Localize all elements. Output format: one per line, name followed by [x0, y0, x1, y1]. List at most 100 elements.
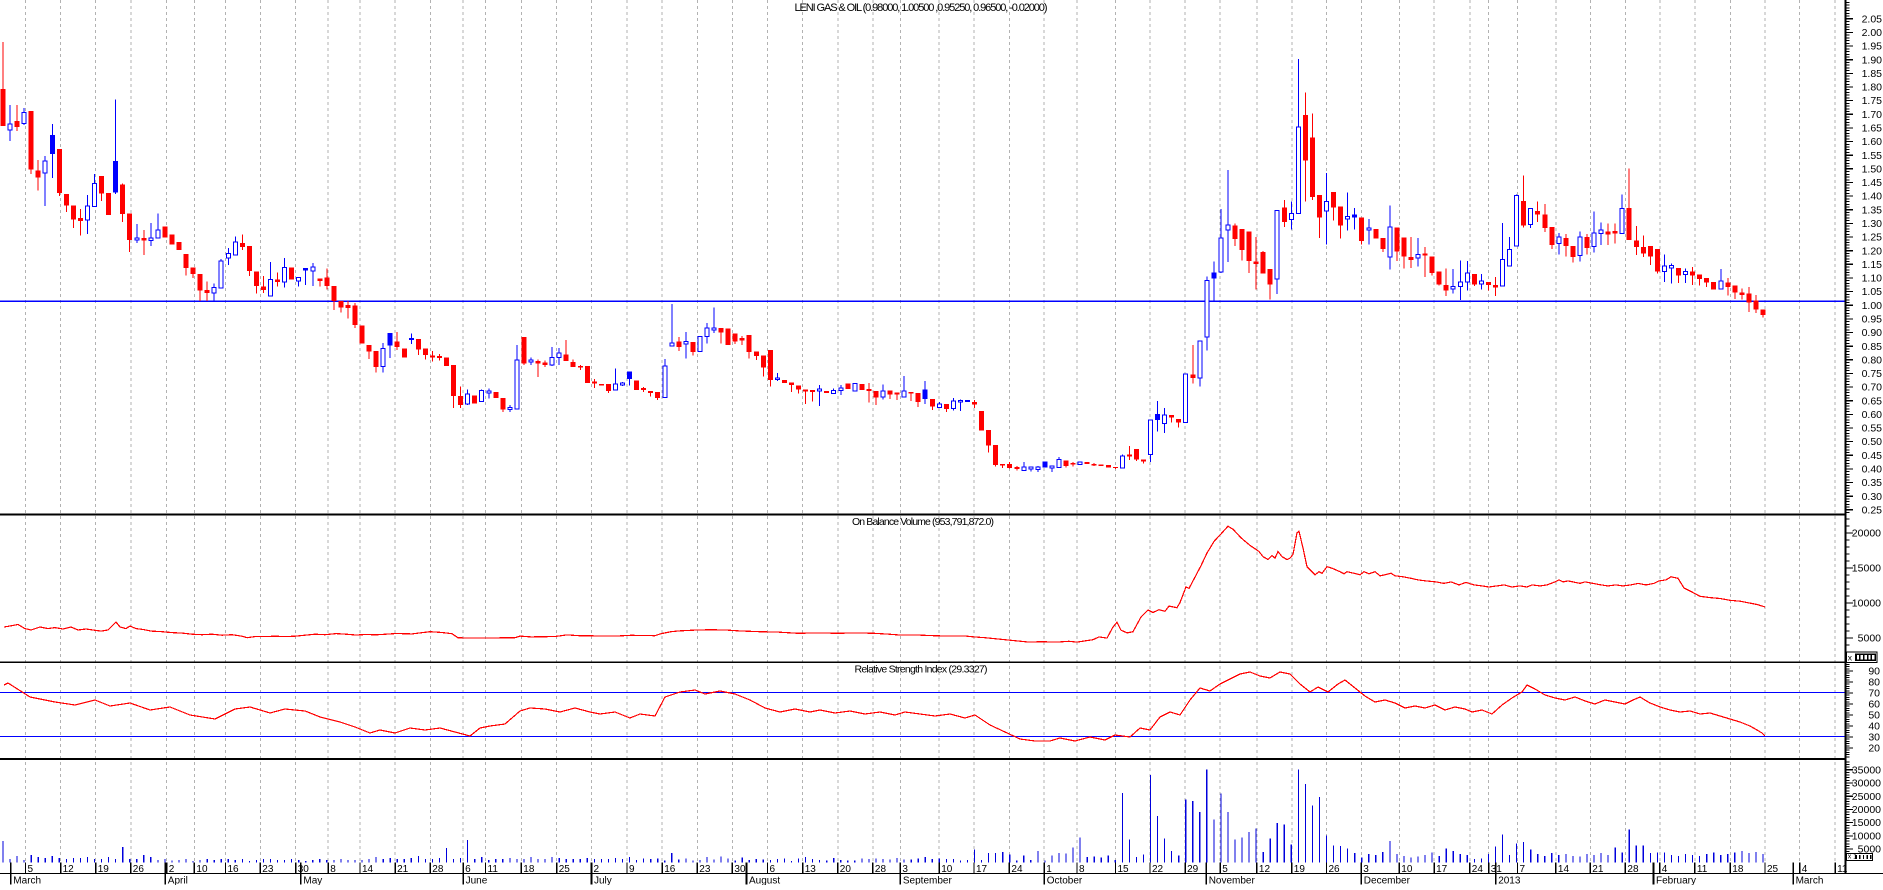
svg-text:0.85: 0.85 — [1862, 341, 1883, 353]
svg-text:November: November — [1209, 876, 1256, 886]
svg-text:July: July — [594, 876, 612, 886]
svg-text:2013: 2013 — [1498, 876, 1521, 886]
svg-text:16: 16 — [664, 864, 676, 875]
svg-text:11: 11 — [488, 864, 499, 875]
svg-text:0.30: 0.30 — [1862, 491, 1883, 503]
svg-text:5: 5 — [28, 864, 34, 875]
svg-text:October: October — [1047, 876, 1083, 886]
svg-text:LENI GAS & OIL (0.98000, 1.005: LENI GAS & OIL (0.98000, 1.00500 ,0.9525… — [795, 2, 1048, 14]
svg-text:17: 17 — [1436, 864, 1448, 875]
svg-text:60: 60 — [1868, 699, 1880, 711]
svg-text:1.80: 1.80 — [1862, 82, 1883, 94]
svg-text:24: 24 — [1472, 864, 1484, 875]
svg-text:2.05: 2.05 — [1862, 13, 1883, 25]
svg-text:5000: 5000 — [1858, 844, 1882, 856]
svg-text:11: 11 — [1697, 864, 1708, 875]
svg-text:1.20: 1.20 — [1862, 245, 1883, 257]
svg-text:1.95: 1.95 — [1862, 41, 1883, 53]
svg-text:20: 20 — [1868, 743, 1880, 755]
svg-text:5000: 5000 — [1858, 633, 1882, 645]
svg-text:1.60: 1.60 — [1862, 136, 1883, 148]
svg-text:11: 11 — [1837, 864, 1848, 875]
svg-text:80: 80 — [1868, 677, 1880, 689]
svg-text:2: 2 — [169, 864, 175, 875]
svg-text:10000: 10000 — [1852, 598, 1881, 610]
svg-text:22: 22 — [1152, 864, 1164, 875]
svg-text:90: 90 — [1868, 666, 1880, 678]
svg-text:26: 26 — [133, 864, 145, 875]
svg-text:3: 3 — [902, 864, 908, 875]
svg-text:0.95: 0.95 — [1862, 314, 1883, 326]
svg-text:0.90: 0.90 — [1862, 327, 1883, 339]
svg-text:April: April — [168, 876, 188, 886]
svg-text:28: 28 — [1627, 864, 1639, 875]
svg-text:March: March — [13, 876, 41, 886]
svg-text:29: 29 — [1187, 864, 1199, 875]
svg-text:1.70: 1.70 — [1862, 109, 1883, 121]
svg-text:0.75: 0.75 — [1862, 368, 1883, 380]
svg-text:23: 23 — [262, 864, 274, 875]
svg-text:35000: 35000 — [1852, 764, 1881, 776]
svg-text:1.10: 1.10 — [1862, 273, 1883, 285]
svg-text:10: 10 — [196, 864, 208, 875]
svg-text:1.50: 1.50 — [1862, 163, 1883, 175]
svg-text:31: 31 — [1491, 864, 1503, 875]
svg-text:10: 10 — [941, 864, 953, 875]
svg-text:12: 12 — [63, 864, 75, 875]
svg-text:Relative Strength Index (29.33: Relative Strength Index (29.3327) — [855, 664, 988, 676]
svg-text:x 1: x 1 — [1848, 653, 1860, 663]
svg-text:23: 23 — [699, 864, 711, 875]
svg-text:14: 14 — [362, 864, 374, 875]
svg-text:0.65: 0.65 — [1862, 395, 1883, 407]
svg-text:4: 4 — [1662, 864, 1668, 875]
svg-text:12: 12 — [1259, 864, 1271, 875]
svg-text:1.55: 1.55 — [1862, 150, 1883, 162]
svg-text:December: December — [1364, 876, 1411, 886]
svg-text:6: 6 — [465, 864, 471, 875]
svg-text:1.15: 1.15 — [1862, 259, 1883, 271]
svg-text:7: 7 — [1520, 864, 1526, 875]
svg-text:2: 2 — [594, 864, 600, 875]
svg-text:40: 40 — [1868, 721, 1880, 733]
svg-text:0.35: 0.35 — [1862, 477, 1883, 489]
svg-text:24: 24 — [1011, 864, 1023, 875]
svg-text:15000: 15000 — [1852, 817, 1881, 829]
svg-text:20000: 20000 — [1852, 804, 1881, 816]
svg-text:19: 19 — [1294, 864, 1306, 875]
svg-text:20: 20 — [840, 864, 852, 875]
svg-text:26: 26 — [1329, 864, 1341, 875]
svg-text:0.60: 0.60 — [1862, 409, 1883, 421]
svg-text:0.70: 0.70 — [1862, 382, 1883, 394]
svg-text:18: 18 — [1732, 864, 1744, 875]
svg-text:28: 28 — [875, 864, 887, 875]
svg-text:1.45: 1.45 — [1862, 177, 1883, 189]
svg-text:50: 50 — [1868, 710, 1880, 722]
svg-text:16: 16 — [228, 864, 240, 875]
svg-text:8: 8 — [330, 864, 336, 875]
svg-text:August: August — [749, 876, 780, 886]
svg-text:0.40: 0.40 — [1862, 464, 1883, 476]
svg-text:1.75: 1.75 — [1862, 95, 1883, 107]
svg-text:9: 9 — [629, 864, 635, 875]
svg-text:30: 30 — [734, 864, 746, 875]
svg-text:4: 4 — [1802, 864, 1808, 875]
svg-text:February: February — [1656, 876, 1696, 886]
svg-text:70: 70 — [1868, 688, 1880, 700]
svg-text:2.00: 2.00 — [1862, 27, 1883, 39]
svg-text:25: 25 — [559, 864, 571, 875]
svg-text:x 1: x 1 — [1848, 854, 1857, 861]
svg-text:18: 18 — [523, 864, 535, 875]
svg-text:21: 21 — [397, 864, 409, 875]
svg-text:0.25: 0.25 — [1862, 504, 1883, 516]
svg-text:1.30: 1.30 — [1862, 218, 1883, 230]
svg-text:March: March — [1796, 876, 1824, 886]
svg-text:0.50: 0.50 — [1862, 436, 1883, 448]
svg-text:1.40: 1.40 — [1862, 191, 1883, 203]
svg-text:30: 30 — [298, 864, 310, 875]
svg-text:10000: 10000 — [1852, 831, 1881, 843]
svg-text:5: 5 — [1222, 864, 1228, 875]
svg-text:1.90: 1.90 — [1862, 54, 1883, 66]
svg-text:0.80: 0.80 — [1862, 354, 1883, 366]
svg-text:June: June — [466, 876, 488, 886]
svg-text:3: 3 — [1363, 864, 1369, 875]
